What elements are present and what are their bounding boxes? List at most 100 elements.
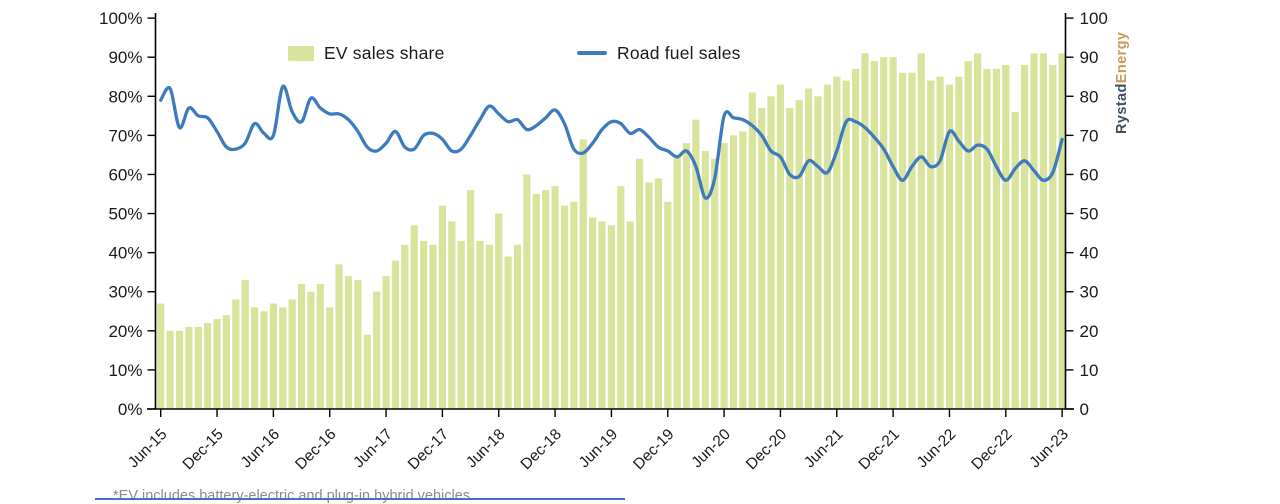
bar-ev-sales-share [542,190,550,409]
bar-ev-sales-share [945,84,954,409]
bar-ev-sales-share [1030,53,1038,410]
bar-ev-sales-share [551,186,559,409]
bar-ev-sales-share [523,174,531,409]
bar-ev-sales-share [420,240,428,409]
bar-ev-sales-share [720,143,728,409]
bar-ev-sales-share [805,88,813,409]
bar-ev-sales-share [1021,65,1029,409]
bar-ev-sales-share [579,139,587,410]
bar-ev-sales-share [373,291,381,409]
bar-ev-sales-share [166,330,174,409]
bar-ev-sales-share [175,330,184,409]
bar-ev-sales-share [626,221,634,409]
right-y-tick-label: 30 [1080,283,1099,302]
bar-ev-sales-share [729,135,738,409]
x-tick-label: Jun-20 [688,426,734,472]
left-y-tick-label: 40% [108,244,142,263]
bar-ev-sales-share [232,299,240,409]
bar-ev-sales-share [297,283,306,409]
bar-ev-sales-share [598,221,606,409]
x-tick-label: Dec-21 [856,426,903,473]
bar-ev-sales-share [852,68,860,410]
bar-ev-sales-share [429,244,437,409]
right-y-tick-label: 80 [1080,87,1099,106]
bar-ev-sales-share [382,276,390,409]
left-y-tick-label: 80% [108,87,142,106]
bar-ev-sales-share [589,217,597,409]
bar-ev-sales-share [513,244,522,409]
bar-ev-sales-share [1002,65,1010,409]
bar-ev-sales-share [654,178,662,409]
bar-ev-sales-share [898,72,907,410]
bar-ev-sales-share [927,80,935,409]
bar-ev-sales-share [1058,53,1066,410]
x-tick-label: Dec-19 [630,426,677,473]
bar-ev-sales-share [786,108,794,409]
bar-ev-sales-share [316,283,324,409]
bar-ev-sales-share [711,158,719,409]
x-tick-label: Jun-23 [1026,426,1072,472]
bar-ev-sales-share [889,57,897,409]
footnote: *EV includes battery-electric and plug-i… [113,488,471,504]
bar-ev-sales-share [776,84,784,409]
logo-part-rystad: Rystad [1114,83,1130,134]
bar-ev-sales-share [739,131,747,409]
bar-ev-sales-share [448,221,456,409]
right-y-tick-label: 50 [1080,205,1099,224]
logo-part-energy: Energy [1114,31,1130,84]
x-tick-label: Dec-16 [292,426,339,473]
bar-ev-sales-share [955,76,963,409]
bar-ev-sales-share [823,84,831,409]
left-y-tick-label: 70% [108,126,142,145]
bar-ev-sales-share [251,307,259,409]
x-tick-label: Dec-20 [743,426,791,474]
right-y-tick-label: 40 [1080,244,1099,263]
bar-ev-sales-share [964,61,972,409]
bar-ev-sales-share [1011,111,1019,410]
bar-ev-sales-share [269,303,277,409]
bar-ev-sales-share [833,76,841,409]
right-y-tick-label: 100 [1080,9,1108,28]
left-y-tick-label: 20% [108,322,142,341]
bar-ev-sales-share [767,96,775,410]
left-y-tick-label: 60% [108,165,142,184]
bar-ev-sales-share [570,201,578,409]
left-y-tick-label: 100% [99,9,142,28]
footnote-divider [95,498,625,500]
rystad-energy-logo: RystadEnergy [1114,12,1130,134]
x-tick-label: Jun-19 [576,426,622,472]
x-tick-label: Jun-22 [914,426,960,472]
bar-ev-sales-share [157,303,165,409]
line-road-fuel-sales [159,84,1064,200]
bar-ev-sales-share [391,260,399,409]
bar-ev-sales-share [861,53,869,410]
bar-ev-sales-share [701,151,709,409]
bar-ev-sales-share [410,225,418,409]
bar-ev-sales-share [213,319,221,409]
bar-ev-sales-share [194,326,202,409]
bar-ev-sales-share [936,76,944,409]
bar-ev-sales-share [260,311,268,409]
bar-ev-sales-share [457,240,465,409]
bar-ev-sales-share [1049,65,1057,409]
bar-ev-sales-share [560,205,569,409]
bar-ev-sales-share [504,256,512,409]
right-y-tick-label: 60 [1080,165,1099,184]
bar-ev-sales-share [204,323,212,409]
bar-ev-sales-share [974,53,982,410]
x-tick-label: Dec-22 [968,426,1015,473]
bar-ev-sales-share [241,280,249,409]
bar-ev-sales-share [354,280,362,409]
bar-ev-sales-share [870,61,878,409]
bar-ev-sales-share [279,307,287,409]
bar-ev-sales-share [758,108,766,409]
bar-ev-sales-share [326,307,334,409]
bar-ev-sales-share [495,213,503,409]
bar-ev-sales-share [363,334,371,409]
bar-ev-sales-share [344,276,353,409]
bar-ev-sales-share [438,205,446,409]
bar-ev-sales-share [288,299,296,409]
left-y-tick-label: 30% [108,283,142,302]
